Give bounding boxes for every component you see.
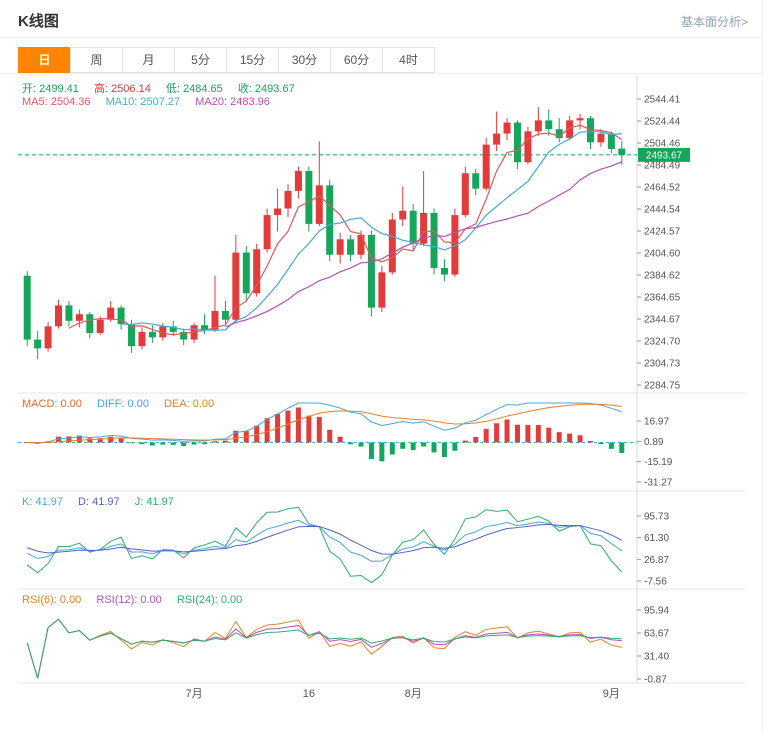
svg-text:2504.46: 2504.46 <box>644 139 681 150</box>
svg-text:-7.56: -7.56 <box>644 577 667 588</box>
ohlc-info: 开: 2499.41 高: 2506.14 低: 2484.65 收: 2493… <box>22 80 307 96</box>
svg-text:31.40: 31.40 <box>644 652 669 663</box>
d-value: D: 41.97 <box>78 496 120 508</box>
tab-month[interactable]: 月 <box>122 47 175 73</box>
svg-text:7月: 7月 <box>186 688 203 700</box>
svg-text:2493.67: 2493.67 <box>646 150 683 161</box>
rsi12-value: RSI(12): 0.00 <box>96 594 162 606</box>
ma5-value: MA5: 2504.36 <box>22 96 91 108</box>
tab-day[interactable]: 日 <box>18 47 71 73</box>
dea-value: DEA: 0.00 <box>164 398 215 410</box>
rsi-info: RSI(6): 0.00 RSI(12): 0.00 RSI(24): 0.00 <box>22 594 254 606</box>
k-value: K: 41.97 <box>22 496 63 508</box>
tab-60min[interactable]: 60分 <box>330 47 383 73</box>
svg-text:2444.54: 2444.54 <box>644 205 681 216</box>
svg-text:61.30: 61.30 <box>644 533 669 544</box>
ma10-value: MA10: 2507.27 <box>105 96 181 108</box>
svg-text:2484.49: 2484.49 <box>644 160 681 171</box>
svg-text:16: 16 <box>303 688 315 700</box>
svg-text:95.73: 95.73 <box>644 512 669 523</box>
svg-text:9月: 9月 <box>603 688 620 700</box>
svg-text:95.94: 95.94 <box>644 606 669 617</box>
ma20-value: MA20: 2483.96 <box>195 96 270 108</box>
tab-5min[interactable]: 5分 <box>174 47 227 73</box>
svg-text:2404.60: 2404.60 <box>644 248 681 259</box>
svg-text:63.67: 63.67 <box>644 629 669 640</box>
low-value: 低: 2484.65 <box>165 83 223 95</box>
macd-info: MACD: 0.00 DIFF: 0.00 DEA: 0.00 <box>22 398 226 410</box>
svg-text:26.87: 26.87 <box>644 555 669 566</box>
svg-text:0.89: 0.89 <box>644 437 664 448</box>
svg-text:2424.57: 2424.57 <box>644 226 681 237</box>
svg-text:2344.67: 2344.67 <box>644 315 681 326</box>
svg-text:-0.87: -0.87 <box>644 675 667 686</box>
svg-text:2364.65: 2364.65 <box>644 292 681 303</box>
svg-text:2304.73: 2304.73 <box>644 358 681 369</box>
svg-text:-15.19: -15.19 <box>644 457 673 468</box>
chart-area: 2544.41 2524.44 2504.46 2484.49 2464.52 2444.… <box>18 75 745 705</box>
tab-4hour[interactable]: 4时 <box>382 47 435 73</box>
fundamental-analysis-link[interactable]: 基本面分析> <box>680 15 748 29</box>
tab-15min[interactable]: 15分 <box>226 47 279 73</box>
svg-text:2464.52: 2464.52 <box>644 182 681 193</box>
high-value: 高: 2506.14 <box>93 83 151 95</box>
svg-text:2284.75: 2284.75 <box>644 381 681 392</box>
chart-canvas[interactable]: 2544.41 2524.44 2504.46 2484.49 2464.52 2444.… <box>18 75 745 705</box>
svg-text:2544.41: 2544.41 <box>644 95 681 106</box>
svg-text:2324.70: 2324.70 <box>644 336 681 347</box>
svg-text:2524.44: 2524.44 <box>644 116 681 127</box>
j-value: J: 41.97 <box>134 496 174 508</box>
tab-30min[interactable]: 30分 <box>278 47 331 73</box>
svg-text:-31.27: -31.27 <box>644 478 673 489</box>
rsi24-value: RSI(24): 0.00 <box>176 594 243 606</box>
svg-text:16.97: 16.97 <box>644 417 669 428</box>
diff-value: DIFF: 0.00 <box>96 398 149 410</box>
ma-info: MA5: 2504.36 MA10: 2507.27 MA20: 2483.96 <box>22 96 282 108</box>
period-tabbar: 日 周 月 5分 15分 30分 60分 4时 <box>18 47 435 73</box>
open-value: 开: 2499.41 <box>22 83 79 95</box>
svg-text:2384.62: 2384.62 <box>644 270 681 281</box>
svg-text:8月: 8月 <box>405 688 422 700</box>
kdj-info: K: 41.97 D: 41.97 J: 41.97 <box>22 496 186 508</box>
macd-value: MACD: 0.00 <box>22 398 82 410</box>
rsi6-value: RSI(6): 0.00 <box>22 594 82 606</box>
tab-week[interactable]: 周 <box>70 47 123 73</box>
page-title: K线图 <box>18 13 59 30</box>
tabbar-divider <box>0 73 762 74</box>
close-value: 收: 2493.67 <box>237 83 295 95</box>
header: K线图 基本面分析> <box>0 0 762 38</box>
